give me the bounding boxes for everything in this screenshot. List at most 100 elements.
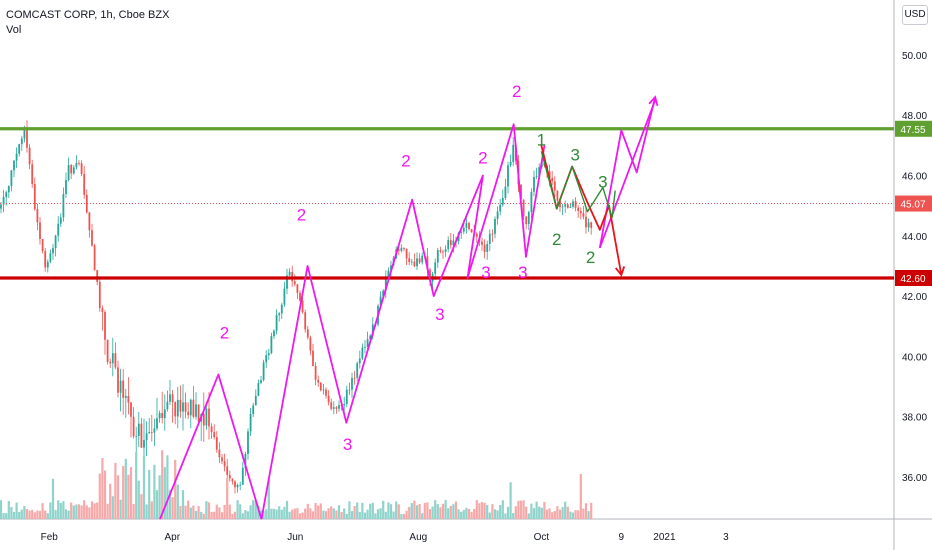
candle-body [114,353,117,368]
volume-bar [57,500,60,519]
volume-bar [327,508,330,519]
volume-bar [114,462,117,519]
candle-body [530,191,533,213]
volume-bar [265,509,268,519]
candle-body [535,176,538,178]
volume-bar [532,508,536,519]
candle-body [182,402,184,412]
volume-bar [506,506,510,519]
volume-bar [543,501,546,519]
volume-bar [343,508,346,519]
candle-body [158,413,161,419]
candle-body [44,251,47,268]
candle-body [28,147,31,165]
candle-body [496,211,499,219]
candle-body [319,382,322,391]
volume-bar [504,513,507,519]
candle-body [572,201,574,207]
volume-bar [15,502,18,519]
candle-body [10,170,13,187]
candle-body [509,161,512,166]
volume-bar [174,459,177,519]
candle-body [33,183,36,210]
volume-bar [218,507,221,519]
volume-bar [311,511,315,519]
volume-bar [122,466,125,519]
volume-bar [426,502,429,519]
volume-bar [571,512,575,519]
candle-body [356,363,359,378]
volume-bar [553,511,556,519]
volume-bar [67,510,70,519]
candle-body [46,261,49,268]
volume-bar [158,475,161,519]
volume-bar [452,504,455,519]
volume-bar [181,490,185,519]
volume-bar [54,510,57,519]
candle-body [111,353,114,364]
candle-body [83,173,86,195]
candle-body [288,271,291,276]
volume-bar [441,503,445,519]
candle-body [166,401,169,410]
volume-bar [374,513,377,519]
candle-body [332,407,335,409]
volume-bar [512,513,515,519]
current-price-label: 45.07 [900,200,925,211]
volume-bar [584,503,588,519]
volume-bar [12,511,16,519]
volume-bar [488,512,491,519]
volume-bar [119,499,122,519]
volume-bar [379,508,382,519]
volume-bar [535,501,538,519]
volume-label: Vol [6,24,22,36]
x-tick-label: 9 [619,532,625,543]
x-tick-label: Feb [41,532,59,543]
candle-body [218,449,221,458]
volume-bar [116,475,120,519]
volume-bar [293,508,296,519]
candle-body [262,362,265,381]
candle-body [119,380,122,393]
volume-bar [252,500,255,519]
volume-bar [332,508,335,519]
volume-bar [59,502,62,519]
candle-body [223,461,226,467]
candle-body [254,395,257,406]
volume-bar [569,511,572,519]
volume-bar [187,500,190,519]
wave-path-1 [159,373,263,520]
volume-bar [215,504,218,519]
candle-body [338,405,340,409]
candle-body [556,190,559,201]
resistance-price-label: 47.55 [900,125,925,136]
candle-body [247,431,249,454]
y-tick-label: 50.00 [902,51,927,62]
volume-bar [166,455,169,519]
x-tick-label: Oct [534,532,550,543]
volume-bar [330,506,333,519]
candle-body [13,160,15,171]
volume-bar [2,512,5,519]
volume-bar [254,501,257,519]
volume-bar [72,505,75,519]
candle-body [215,437,218,450]
volume-bar [423,502,426,519]
volume-bar [439,507,442,519]
candle-body [278,313,281,316]
candle-body [408,258,411,263]
volume-bar [301,512,304,519]
volume-bar [514,506,517,519]
volume-bar [309,508,312,519]
currency-button[interactable]: USD [902,5,928,25]
volume-bar [551,512,554,519]
volume-bar [356,502,359,519]
wave-label: 2 [220,323,229,342]
candle-body [382,290,385,297]
candle-body [296,284,299,293]
candle-body [179,399,182,412]
volume-bar [501,500,504,519]
volume-bar [127,474,130,519]
volume-bar [519,500,523,519]
